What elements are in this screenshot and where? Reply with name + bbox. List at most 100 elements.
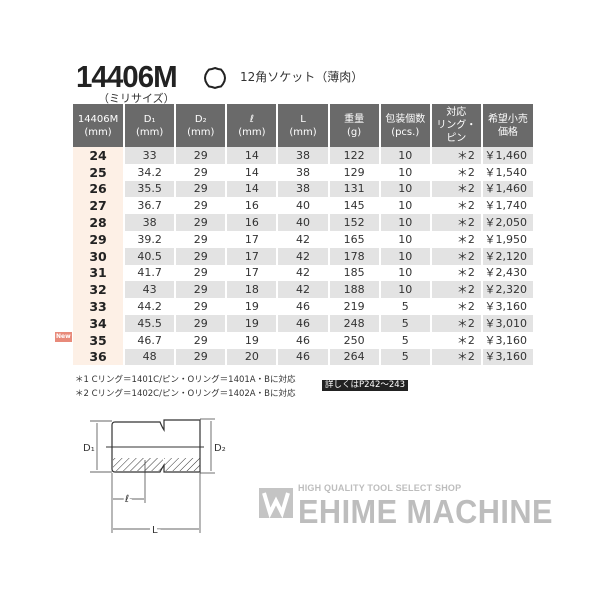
table-cell: 29 xyxy=(175,348,228,366)
spec-table: 14406M (mm) D₁ (mm) D₂ (mm) ℓ (mm) L (mm) 重量 (g) 包装個… xyxy=(73,104,533,366)
header-line: L xyxy=(300,113,306,125)
table-cell: 20 xyxy=(226,348,279,366)
size-cell: 27 xyxy=(73,197,126,215)
size-cell: 34 xyxy=(73,314,126,332)
table-cell: 29 xyxy=(175,230,228,248)
header-line: (g) xyxy=(347,126,362,138)
table-cell: ＊2 xyxy=(430,180,483,198)
table-cell: 46 xyxy=(277,314,330,332)
table-cell: ＊2 xyxy=(430,247,483,265)
table-cell: 5 xyxy=(379,331,432,349)
table-cell: 29 xyxy=(175,314,228,332)
table-row: 26 35.5 29 14 38 131 10 ＊2 ￥1,460 xyxy=(73,180,533,198)
table-cell: ￥2,320 xyxy=(481,281,533,299)
size-cell: 31 xyxy=(73,264,126,282)
header-line: 対応 xyxy=(446,107,467,118)
footnote-2: ＊2 Cリング＝1402C/ピン・Oリング＝1402A・Bに対応 xyxy=(75,389,296,399)
table-cell: 41.7 xyxy=(124,264,177,282)
table-cell: 178 xyxy=(328,247,381,265)
table-cell: 17 xyxy=(226,264,279,282)
table-cell: ￥3,160 xyxy=(484,333,528,347)
table-cell: 10 xyxy=(379,180,432,198)
table-cell: ＊2 xyxy=(430,331,483,349)
table-cell: 14 xyxy=(226,147,279,164)
table-row: 35 46.7 29 19 46 250 5 ＊2 ￥3,160 xyxy=(73,331,533,349)
table-cell: ￥1,740 xyxy=(484,199,528,213)
table-cell: 29 xyxy=(175,281,228,299)
table-cell: 38 xyxy=(124,214,177,231)
table-cell: 35.5 xyxy=(124,180,177,198)
table-cell: 48 xyxy=(124,348,177,366)
table-cell: ＊2 xyxy=(430,314,483,332)
column-header: 対応 リング・ピン xyxy=(430,104,483,147)
column-header: 14406M (mm) xyxy=(73,104,126,147)
column-header: D₁ (mm) xyxy=(124,104,177,147)
column-header: L (mm) xyxy=(277,104,330,147)
table-cell: 42 xyxy=(277,264,330,282)
table-cell: 10 xyxy=(379,214,432,231)
table-row: 27 36.7 29 16 40 145 10 ＊2 ￥1,740 xyxy=(73,197,533,215)
watermark-logo: HIGH QUALITY TOOL SELECT SHOP EHIME MACH… xyxy=(258,483,553,529)
table-cell: 38 xyxy=(277,180,330,198)
table-cell: 38 xyxy=(277,147,330,164)
table-cell: 14 xyxy=(226,180,279,198)
table-cell: 19 xyxy=(226,331,279,349)
table-cell: ￥1,950 xyxy=(484,232,528,246)
table-cell: 29 xyxy=(175,147,228,164)
header-line: D₂ xyxy=(194,113,207,125)
header-line: (pcs.) xyxy=(391,126,420,138)
table-cell: 29 xyxy=(175,247,228,265)
size-cell: 24 xyxy=(73,147,126,164)
column-header: 希望小売 価格 xyxy=(481,104,533,147)
table-cell: ＊2 xyxy=(430,264,483,282)
table-cell: 152 xyxy=(328,214,381,231)
header-line: (mm) xyxy=(238,126,266,138)
header-line: D₁ xyxy=(143,113,156,125)
table-cell: ＊2 xyxy=(430,348,483,366)
table-cell: 39.2 xyxy=(124,230,177,248)
product-description: 12角ソケット（薄肉） xyxy=(240,70,364,84)
table-cell: ＊2 xyxy=(430,163,483,181)
header-line: ℓ xyxy=(249,113,254,125)
size-cell: 35 xyxy=(73,331,126,349)
table-cell: ￥1,460 xyxy=(481,180,533,198)
new-badge: New xyxy=(55,332,72,342)
table-cell: 264 xyxy=(328,348,381,366)
page-reference: 詳しくはP242～243 xyxy=(322,380,409,391)
table-cell: 29 xyxy=(175,214,228,231)
table-cell: 185 xyxy=(328,264,381,282)
watermark-name: EHIME MACHINE xyxy=(298,493,553,530)
table-cell: 17 xyxy=(226,247,279,265)
table-row: 25 34.2 29 14 38 129 10 ＊2 ￥1,540 xyxy=(73,163,533,181)
header-line: 重量 xyxy=(344,113,365,125)
table-cell: 10 xyxy=(379,147,432,164)
size-cell: 30 xyxy=(73,247,126,265)
header-line: (mm) xyxy=(84,126,112,138)
table-cell: ＊2 xyxy=(430,147,483,164)
table-cell: 250 xyxy=(328,331,381,349)
header-line: リング・ピン xyxy=(436,120,477,144)
table-cell: 10 xyxy=(379,163,432,181)
12-point-socket-icon xyxy=(203,66,227,90)
header-line: (mm) xyxy=(289,126,317,138)
table-cell: ￥1,460 xyxy=(481,147,533,164)
table-cell: 40 xyxy=(277,214,330,231)
table-row: 32 43 29 18 42 188 10 ＊2 ￥2,320 xyxy=(73,281,533,299)
footnote-1: ＊1 Cリング＝1401C/ピン・Oリング＝1401A・Bに対応 xyxy=(75,375,296,385)
table-cell: 5 xyxy=(379,298,432,315)
l-small-label: ℓ xyxy=(125,494,129,505)
table-cell: 10 xyxy=(379,230,432,248)
table-cell: 5 xyxy=(379,348,432,366)
table-cell: ＊2 xyxy=(430,230,483,248)
table-cell: 165 xyxy=(328,230,381,248)
table-cell: 29 xyxy=(175,264,228,282)
table-cell: 33 xyxy=(124,147,177,164)
table-cell: ￥3,160 xyxy=(481,348,533,366)
table-cell: 42 xyxy=(277,247,330,265)
table-cell: ＊2 xyxy=(430,214,483,231)
table-cell: 40.5 xyxy=(124,247,177,265)
table-cell: ＊2 xyxy=(430,298,483,315)
table-row: 36 48 29 20 46 264 5 ＊2 ￥3,160 xyxy=(73,348,533,366)
table-cell: ＊2 xyxy=(430,281,483,299)
table-cell: 43 xyxy=(124,281,177,299)
